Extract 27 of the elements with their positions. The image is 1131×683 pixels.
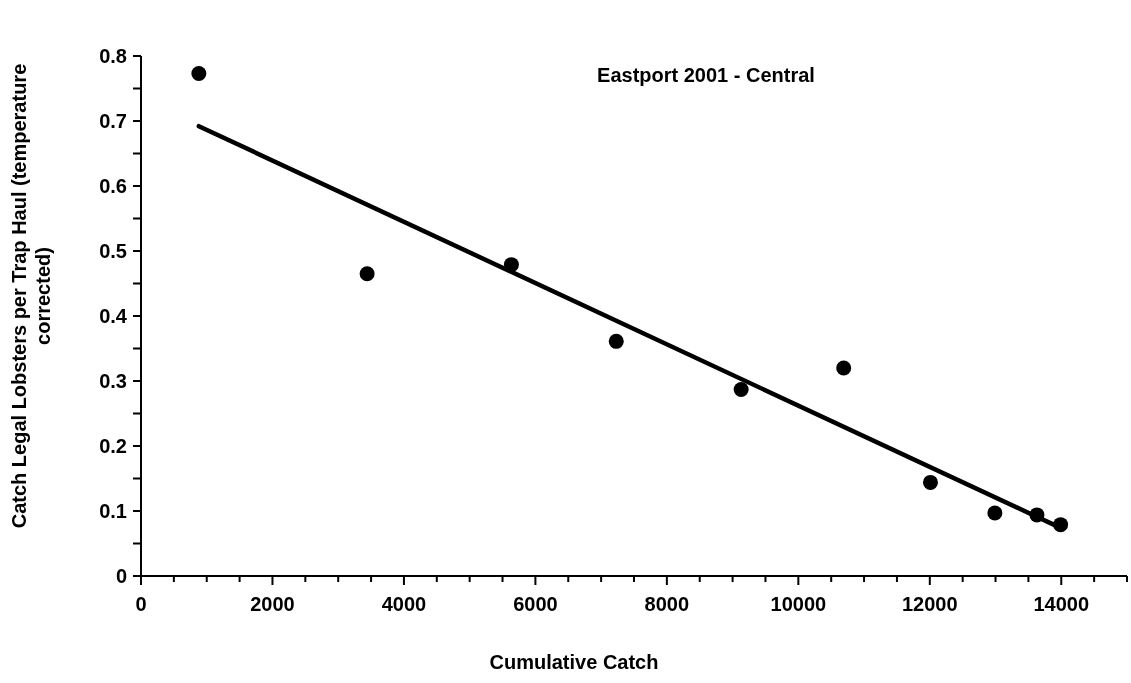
chart-title: Eastport 2001 - Central bbox=[597, 64, 815, 86]
x-tick-label: 10000 bbox=[770, 593, 827, 615]
y-tick-label: 0 bbox=[115, 565, 127, 587]
point bbox=[191, 66, 207, 82]
point bbox=[987, 505, 1003, 521]
point bbox=[359, 266, 375, 282]
x-tick-label: 6000 bbox=[513, 593, 558, 615]
y-tick-label: 0.3 bbox=[99, 370, 127, 392]
y-tick-label: 0.4 bbox=[99, 305, 128, 327]
y-tick-label: 0.6 bbox=[99, 175, 127, 197]
x-tick-label: 12000 bbox=[901, 593, 958, 615]
x-tick-label: 14000 bbox=[1033, 593, 1090, 615]
x-tick-label: 2000 bbox=[250, 593, 295, 615]
x-tick-label: 4000 bbox=[381, 593, 427, 615]
y-tick-label: 0.5 bbox=[99, 240, 127, 262]
point bbox=[922, 474, 938, 490]
x-tick-label: 0 bbox=[135, 593, 147, 615]
y-axis-title: Catch Legal Lobsters per Trap Haul (temperature corrected) bbox=[8, 63, 54, 529]
point bbox=[608, 333, 624, 349]
x-axis-title: Cumulative Catch bbox=[489, 651, 659, 673]
y-tick-label: 0.8 bbox=[99, 45, 127, 67]
x-tick-label: 8000 bbox=[644, 593, 690, 615]
y-tick-label: 0.1 bbox=[99, 500, 127, 522]
point bbox=[733, 381, 749, 397]
y-tick-label: 0.7 bbox=[99, 110, 127, 132]
point bbox=[836, 360, 852, 376]
y-tick-label: 0.2 bbox=[99, 435, 127, 457]
